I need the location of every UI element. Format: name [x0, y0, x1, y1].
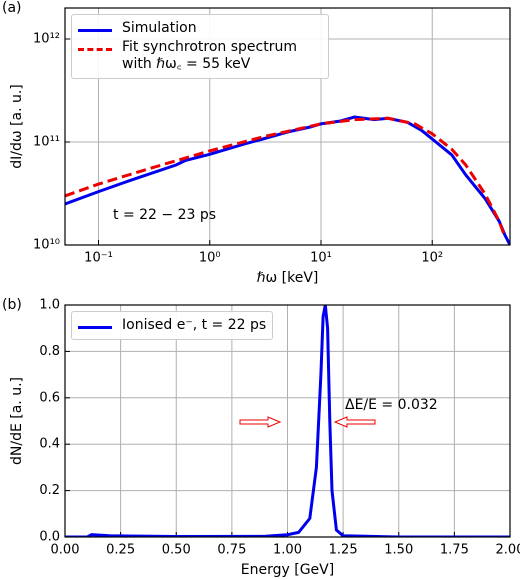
x-tick-label: 0.25 — [106, 543, 135, 558]
y-tick-label: 10¹⁰ — [33, 238, 60, 253]
y-tick-label: 0.6 — [39, 390, 60, 405]
arrow — [239, 416, 282, 428]
legend: Simulation Fit synchrotron spectrum with … — [71, 14, 329, 79]
y-tick-label: 0.4 — [39, 437, 60, 452]
panel-label: (b) — [2, 297, 22, 313]
y-tick-label: 0.2 — [39, 483, 60, 498]
legend-item: Fit synchrotron spectrum with ℏω꜀ = 55 k… — [78, 39, 322, 73]
series-line — [65, 116, 507, 238]
x-tick-label: 0.75 — [217, 543, 246, 558]
y-tick-label: 10¹² — [33, 32, 60, 47]
x-tick-label: 1.75 — [440, 543, 469, 558]
y-axis-label: dN/dE [a. u.] — [9, 377, 25, 465]
x-tick-label: 10⁰ — [199, 251, 221, 266]
series-line — [65, 305, 510, 537]
legend-label: Simulation — [122, 20, 197, 36]
x-tick-label: 2.00 — [496, 543, 520, 558]
x-tick-label: 10² — [421, 251, 443, 266]
x-tick-label: 0.00 — [51, 543, 80, 558]
x-tick-label: 10¹ — [310, 251, 332, 266]
y-axis-label: dI/dω [a. u.] — [9, 84, 25, 169]
arrow — [333, 416, 376, 428]
x-tick-label: 1.00 — [273, 543, 302, 558]
x-tick-label: 0.50 — [162, 543, 191, 558]
plot-frame — [64, 7, 511, 246]
annotation: t = 22 − 23 ps — [113, 207, 216, 223]
legend-label: Ionised e⁻, t = 22 ps — [122, 317, 267, 333]
y-tick-label: 0.0 — [39, 530, 60, 545]
x-tick-label: 1.25 — [329, 543, 358, 558]
annotation: ΔE/E = 0.032 — [345, 397, 438, 413]
x-tick-label: 10⁻¹ — [84, 251, 113, 266]
x-axis-label: Energy [GeV] — [241, 562, 334, 578]
legend-item: Ionised e⁻, t = 22 ps — [78, 317, 266, 334]
legend: Ionised e⁻, t = 22 ps — [71, 311, 274, 340]
series-line — [65, 115, 510, 245]
y-tick-label: 1.0 — [39, 298, 60, 313]
y-tick-label: 0.8 — [39, 344, 60, 359]
panel-label: (a) — [2, 0, 22, 16]
legend-label: Fit synchrotron spectrum with ℏω꜀ = 55 k… — [122, 39, 297, 72]
legend-item: Simulation — [78, 20, 322, 37]
legend-swatch — [78, 29, 112, 32]
x-tick-label: 1.50 — [384, 543, 413, 558]
legend-swatch — [78, 326, 112, 329]
plot-frame — [64, 304, 511, 538]
legend-swatch — [78, 48, 112, 51]
y-tick-label: 10¹¹ — [33, 135, 60, 150]
x-axis-label: ℏω [keV] — [257, 270, 319, 286]
